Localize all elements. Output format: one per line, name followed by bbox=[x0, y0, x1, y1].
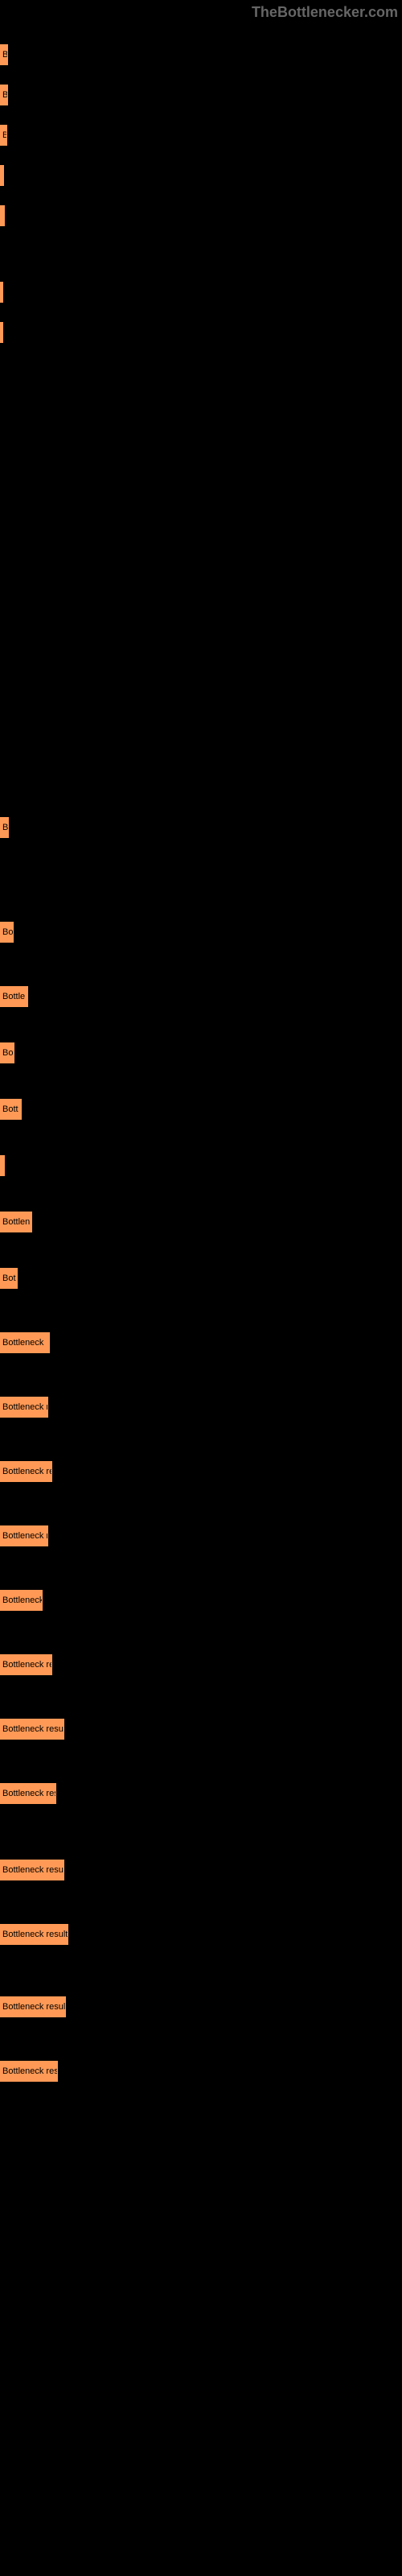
bar: B bbox=[0, 125, 7, 146]
bar-row bbox=[0, 165, 4, 188]
bar: Bott bbox=[0, 1099, 22, 1120]
bar-row: B bbox=[0, 125, 7, 147]
bar: Bottleneck result bbox=[0, 1719, 64, 1740]
bar-row: Bottleneck re bbox=[0, 1397, 48, 1419]
bar: B bbox=[0, 817, 9, 838]
bar: Bottleneck result bbox=[0, 1924, 68, 1945]
bar-row: Bottleneck re bbox=[0, 1525, 48, 1548]
bar-row: B bbox=[0, 817, 9, 840]
bar: Bo bbox=[0, 922, 14, 943]
bar: Bottleneck bbox=[0, 1590, 43, 1611]
bar-row bbox=[0, 205, 5, 228]
bar bbox=[0, 282, 3, 303]
bar: Bot bbox=[0, 1268, 18, 1289]
bar bbox=[0, 1155, 5, 1176]
bar-row: Bottleneck res bbox=[0, 1461, 52, 1484]
bar bbox=[0, 322, 3, 343]
bar: Bottleneck result bbox=[0, 1860, 64, 1880]
bar-row: B bbox=[0, 85, 8, 107]
bar: Bottleneck re bbox=[0, 1525, 48, 1546]
bar-row: Bott bbox=[0, 1099, 22, 1121]
bar: Bottleneck bbox=[0, 1332, 50, 1353]
bar-row: Bottle bbox=[0, 986, 28, 1009]
bar-row: Bottleneck bbox=[0, 1590, 43, 1612]
bar: B bbox=[0, 85, 8, 105]
bar-row: Bottlen bbox=[0, 1212, 32, 1234]
bar: Bottleneck result bbox=[0, 1996, 66, 2017]
bar-row: Bottleneck result bbox=[0, 1924, 68, 1946]
bar: Bottleneck resu bbox=[0, 1783, 56, 1804]
bar bbox=[0, 205, 5, 226]
bar-row: Bottleneck result bbox=[0, 1719, 64, 1741]
bar-row bbox=[0, 282, 3, 304]
bar: Bottlen bbox=[0, 1212, 32, 1232]
bar-row: Bot bbox=[0, 1268, 18, 1290]
bar bbox=[0, 165, 4, 186]
bar: Bottleneck res bbox=[0, 1461, 52, 1482]
bar-row: Bo bbox=[0, 1042, 14, 1065]
bar-row bbox=[0, 322, 3, 345]
bar: Bottleneck re bbox=[0, 1397, 48, 1418]
bar-row: Bottleneck bbox=[0, 1332, 50, 1355]
bar: Bottleneck res bbox=[0, 1654, 52, 1675]
chart-container: TheBottlenecker.com BBBBBoBottleBoBottBo… bbox=[0, 0, 402, 2576]
bar: B bbox=[0, 44, 8, 65]
bar: Bo bbox=[0, 1042, 14, 1063]
bar-row: Bottleneck resu bbox=[0, 2061, 58, 2083]
watermark-text: TheBottlenecker.com bbox=[252, 4, 398, 21]
bar-row: Bottleneck res bbox=[0, 1654, 52, 1677]
bar-row: Bottleneck result bbox=[0, 1860, 64, 1882]
bar: Bottleneck resu bbox=[0, 2061, 58, 2082]
bar-row: Bottleneck result bbox=[0, 1996, 66, 2019]
bar: Bottle bbox=[0, 986, 28, 1007]
bar-row: B bbox=[0, 44, 8, 67]
bar-row: Bo bbox=[0, 922, 14, 944]
bar-row: Bottleneck resu bbox=[0, 1783, 56, 1806]
bar-row bbox=[0, 1155, 5, 1178]
